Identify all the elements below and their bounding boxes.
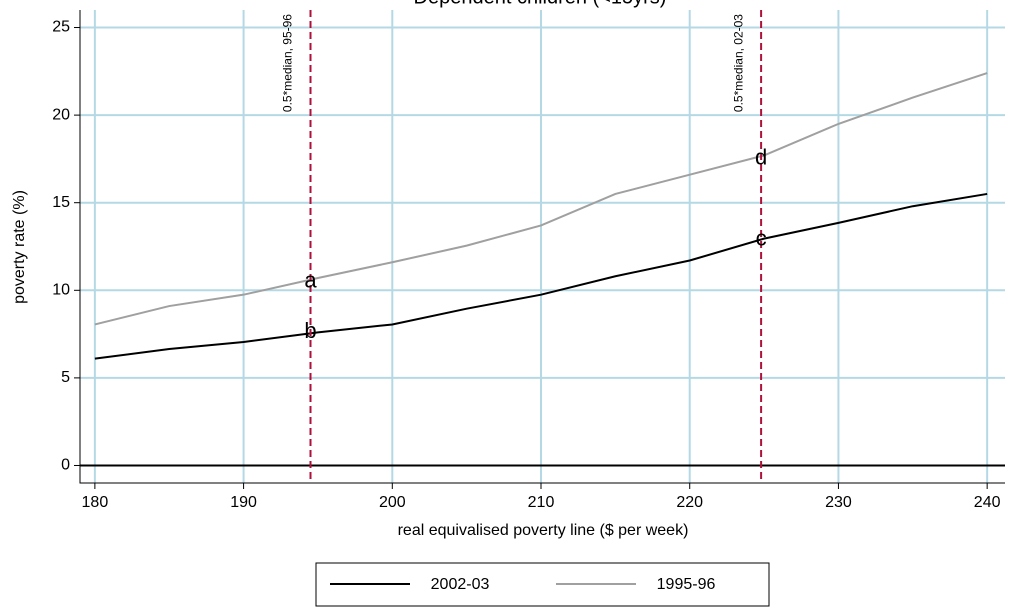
x-tick-label: 200 (379, 494, 406, 511)
y-tick-label: 15 (52, 194, 70, 211)
y-tick-label: 10 (52, 282, 70, 299)
reference-label: 0.5*median, 95-96 (281, 14, 295, 112)
x-tick-label: 220 (676, 494, 703, 511)
x-tick-label: 240 (974, 494, 1001, 511)
annotation: d (755, 145, 767, 170)
x-tick-label: 210 (528, 494, 555, 511)
series-line (94, 72, 988, 326)
annotation: c (756, 225, 767, 250)
annotation: a (304, 267, 317, 292)
legend-label: 2002-03 (431, 576, 490, 593)
y-tick-label: 20 (52, 106, 70, 123)
annotation: b (304, 318, 316, 343)
series-line (94, 192, 988, 360)
x-tick-label: 230 (825, 494, 852, 511)
x-tick-label: 180 (82, 494, 109, 511)
x-axis-label: real equivalised poverty line ($ per wee… (398, 522, 689, 539)
legend-label: 1995-96 (657, 576, 716, 593)
y-tick-label: 25 (52, 19, 70, 36)
y-tick-label: 0 (61, 457, 70, 474)
y-tick-label: 5 (61, 369, 70, 386)
axes-frame (79, 10, 1005, 484)
chart-title: Dependent children (<15yrs) (414, 0, 667, 8)
y-axis-label: poverty rate (%) (11, 190, 28, 304)
reference-label: 0.5*median, 02-03 (731, 14, 745, 112)
x-tick-label: 190 (230, 494, 257, 511)
legend: 2002-03 1995-96 (315, 562, 770, 607)
